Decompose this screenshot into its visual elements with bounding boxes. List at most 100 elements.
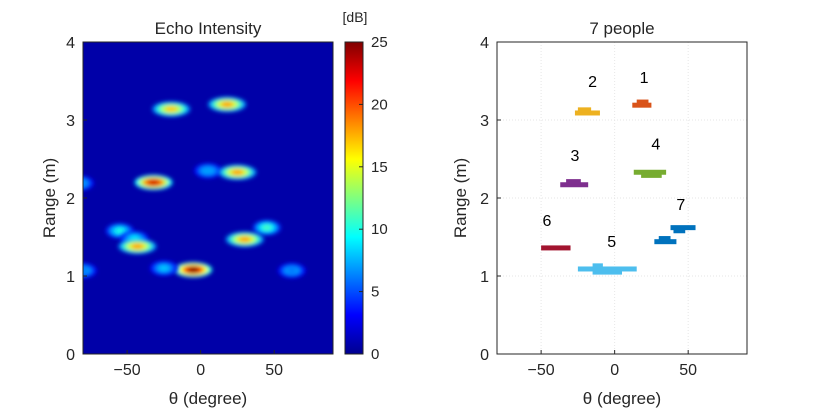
colorbar-tick-label: 10 xyxy=(371,221,388,238)
echo-blob-layer xyxy=(287,267,297,274)
person-5-segment xyxy=(592,269,622,275)
person-2: 2 xyxy=(574,74,600,116)
echo-blob-layer xyxy=(115,228,125,234)
heatmap-xtick-label: 0 xyxy=(196,362,205,379)
person-1: 1 xyxy=(632,70,652,108)
person-2-segment xyxy=(574,110,600,116)
echo-blob xyxy=(152,101,191,117)
person-4-label: 4 xyxy=(651,136,660,153)
person-4-segment xyxy=(633,169,667,175)
echo-blob xyxy=(252,220,281,236)
person-1-segment xyxy=(632,102,652,108)
echo-blob xyxy=(149,260,178,276)
person-5-label: 5 xyxy=(607,234,616,251)
echo-blob xyxy=(174,262,213,278)
person-7-label: 7 xyxy=(676,197,685,214)
echo-blob-layer xyxy=(262,224,272,231)
echo-blob xyxy=(118,238,157,254)
person-2-label: 2 xyxy=(588,74,597,91)
echo-blob-layer xyxy=(203,167,213,174)
person-7-segment xyxy=(673,228,686,234)
people-ylabel: Range (m) xyxy=(451,158,470,238)
colorbar-tick-label: 20 xyxy=(371,96,388,113)
heatmap-xtick-label: −50 xyxy=(114,362,141,379)
echo-blob xyxy=(277,263,306,279)
colorbar-tick-label: 15 xyxy=(371,159,388,176)
heatmap-ticks: −50 0 50 0 1 2 3 4 xyxy=(66,35,283,379)
person-5: 5 xyxy=(577,234,637,275)
person-5-segment xyxy=(592,263,603,269)
echo-blob xyxy=(83,175,95,191)
heatmap-ylabel: Range (m) xyxy=(40,158,59,238)
people-xtick-label: 0 xyxy=(610,362,619,379)
echo-blob xyxy=(83,263,97,279)
person-7: 7 xyxy=(654,197,696,245)
person-6: 6 xyxy=(541,213,571,251)
person-7-segment xyxy=(654,239,677,245)
people-xlabel: θ (degree) xyxy=(583,389,661,408)
echo-blob xyxy=(134,174,173,190)
colorbar: 0 5 10 15 20 25 [dB] xyxy=(343,9,388,363)
heatmap-plot-area xyxy=(83,42,333,354)
echo-blob-layer xyxy=(131,243,144,250)
heatmap-ytick-label: 0 xyxy=(66,347,75,364)
colorbar-gradient xyxy=(344,41,364,355)
person-3: 3 xyxy=(560,148,589,188)
heatmap-ytick-label: 2 xyxy=(66,191,75,208)
person-6-segment xyxy=(541,245,571,251)
colorbar-unit-label: [dB] xyxy=(343,9,368,25)
people-plot-background xyxy=(497,42,747,354)
people-title: 7 people xyxy=(589,19,654,38)
echo-blob-layer xyxy=(83,179,88,188)
echo-blob-layer xyxy=(221,101,234,108)
person-4: 4 xyxy=(633,136,667,178)
person-7-segment xyxy=(658,236,671,242)
echo-blob xyxy=(208,96,247,112)
heatmap-ytick-label: 3 xyxy=(66,113,75,130)
colorbar-tick-label: 5 xyxy=(371,284,379,301)
colorbar-tick-label: 0 xyxy=(371,346,379,363)
people-ytick-label: 4 xyxy=(480,35,489,52)
people-marks: 1 2 3 4 5 6 7 xyxy=(541,70,696,275)
person-1-label: 1 xyxy=(640,70,649,87)
echo-blob xyxy=(225,231,264,247)
people-xtick-label: 50 xyxy=(679,362,697,379)
echo-blob-layer xyxy=(238,236,251,243)
heatmap-blobs xyxy=(83,96,306,279)
heatmap-xlabel: θ (degree) xyxy=(169,389,247,408)
echo-blob-layer xyxy=(165,106,178,112)
echo-blob-layer xyxy=(187,267,200,273)
heatmap-xtick-label: 50 xyxy=(265,362,283,379)
person-5-segment xyxy=(577,266,637,272)
person-1-segment xyxy=(636,99,649,105)
people-ticks: −50 0 50 0 1 2 3 4 xyxy=(480,35,697,379)
people-grid xyxy=(497,41,747,355)
heatmap-panel: Echo Intensity −50 0 50 0 1 2 3 4 θ (degree) Ra… xyxy=(40,19,334,408)
colorbar-ticks: 0 5 10 15 20 25 xyxy=(359,34,388,363)
person-6-label: 6 xyxy=(543,213,552,230)
person-3-segment xyxy=(566,179,581,185)
echo-blob-layer xyxy=(159,265,169,271)
echo-blob xyxy=(218,164,257,180)
person-3-segment xyxy=(560,182,589,188)
echo-blob xyxy=(194,163,222,179)
heatmap-background xyxy=(83,42,333,354)
person-3-label: 3 xyxy=(570,148,579,165)
heatmap-ytick-label: 1 xyxy=(66,269,75,286)
person-7-segment xyxy=(670,225,696,231)
echo-blob-layer xyxy=(147,179,160,186)
people-xtick-label: −50 xyxy=(528,362,555,379)
person-2-segment xyxy=(577,107,592,113)
echo-blob-layer xyxy=(231,169,244,175)
heatmap-title: Echo Intensity xyxy=(155,19,262,38)
people-ytick-label: 1 xyxy=(480,269,489,286)
heatmap-ytick-label: 4 xyxy=(66,35,75,52)
people-ytick-label: 2 xyxy=(480,191,489,208)
people-ytick-label: 0 xyxy=(480,347,489,364)
person-4-segment xyxy=(641,172,662,178)
echo-blob-layer xyxy=(83,267,88,274)
people-ytick-label: 3 xyxy=(480,113,489,130)
